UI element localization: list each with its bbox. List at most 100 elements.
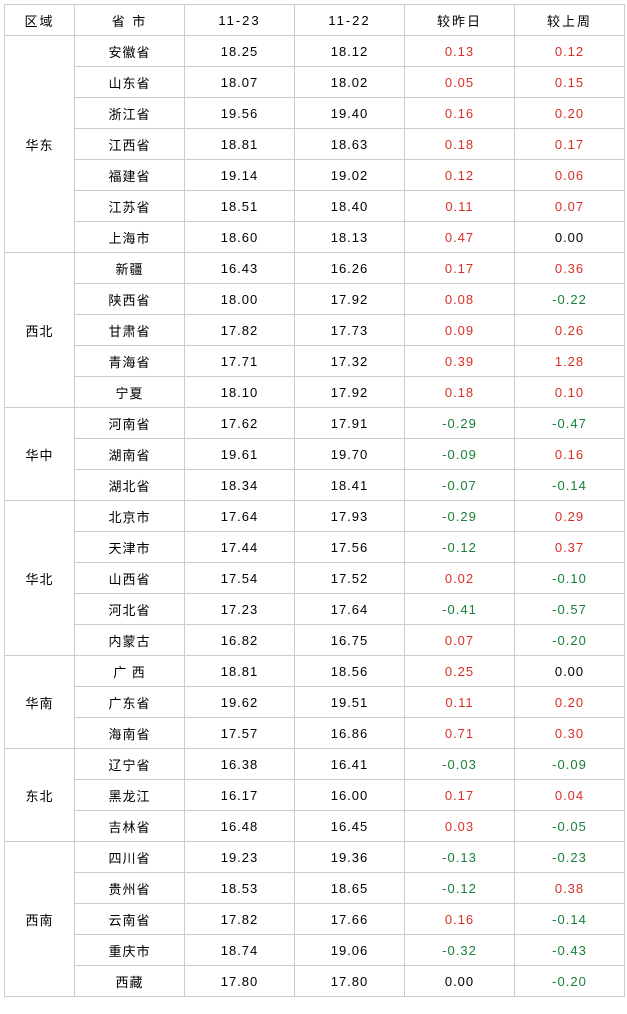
province-cell: 北京市 (75, 501, 185, 532)
value-date2: 16.45 (295, 811, 405, 842)
value-vs-lastweek: -0.05 (515, 811, 625, 842)
value-date2: 18.13 (295, 222, 405, 253)
table-row: 吉林省16.4816.450.03-0.05 (5, 811, 625, 842)
value-date2: 18.56 (295, 656, 405, 687)
value-vs-lastweek: 0.20 (515, 98, 625, 129)
value-date1: 17.71 (185, 346, 295, 377)
value-vs-yesterday: 0.02 (405, 563, 515, 594)
province-cell: 西藏 (75, 966, 185, 997)
value-vs-lastweek: 0.07 (515, 191, 625, 222)
value-vs-lastweek: 0.10 (515, 377, 625, 408)
value-vs-lastweek: -0.22 (515, 284, 625, 315)
value-vs-yesterday: -0.32 (405, 935, 515, 966)
value-date1: 18.51 (185, 191, 295, 222)
value-date1: 19.14 (185, 160, 295, 191)
price-table: 区域 省 市 11-23 11-22 较昨日 较上周 华东安徽省18.2518.… (4, 4, 625, 997)
value-vs-yesterday: 0.16 (405, 98, 515, 129)
value-date2: 17.66 (295, 904, 405, 935)
table-row: 西南四川省19.2319.36-0.13-0.23 (5, 842, 625, 873)
value-vs-lastweek: -0.20 (515, 966, 625, 997)
value-date1: 17.80 (185, 966, 295, 997)
value-vs-lastweek: -0.43 (515, 935, 625, 966)
province-cell: 黑龙江 (75, 780, 185, 811)
province-cell: 云南省 (75, 904, 185, 935)
value-vs-lastweek: 0.15 (515, 67, 625, 98)
value-vs-yesterday: 0.17 (405, 780, 515, 811)
value-date1: 19.56 (185, 98, 295, 129)
region-cell: 华北 (5, 501, 75, 656)
value-date1: 17.44 (185, 532, 295, 563)
value-vs-lastweek: 1.28 (515, 346, 625, 377)
value-vs-lastweek: 0.04 (515, 780, 625, 811)
value-date2: 18.63 (295, 129, 405, 160)
table-row: 江西省18.8118.630.180.17 (5, 129, 625, 160)
value-date2: 17.56 (295, 532, 405, 563)
province-cell: 天津市 (75, 532, 185, 563)
value-date1: 17.82 (185, 315, 295, 346)
header-date2: 11-22 (295, 5, 405, 36)
table-row: 广东省19.6219.510.110.20 (5, 687, 625, 718)
table-row: 上海市18.6018.130.470.00 (5, 222, 625, 253)
value-date1: 18.81 (185, 129, 295, 160)
value-date2: 16.75 (295, 625, 405, 656)
value-vs-yesterday: 0.47 (405, 222, 515, 253)
province-cell: 四川省 (75, 842, 185, 873)
value-date2: 18.41 (295, 470, 405, 501)
province-cell: 江苏省 (75, 191, 185, 222)
value-date2: 17.80 (295, 966, 405, 997)
province-cell: 山西省 (75, 563, 185, 594)
region-cell: 华南 (5, 656, 75, 749)
value-date1: 16.82 (185, 625, 295, 656)
value-date1: 18.53 (185, 873, 295, 904)
province-cell: 新疆 (75, 253, 185, 284)
province-cell: 广 西 (75, 656, 185, 687)
value-vs-yesterday: 0.09 (405, 315, 515, 346)
value-vs-lastweek: -0.10 (515, 563, 625, 594)
table-row: 黑龙江16.1716.000.170.04 (5, 780, 625, 811)
value-vs-lastweek: 0.12 (515, 36, 625, 67)
value-vs-lastweek: 0.17 (515, 129, 625, 160)
province-cell: 内蒙古 (75, 625, 185, 656)
table-row: 华东安徽省18.2518.120.130.12 (5, 36, 625, 67)
value-vs-yesterday: -0.09 (405, 439, 515, 470)
value-date1: 18.00 (185, 284, 295, 315)
value-date1: 16.17 (185, 780, 295, 811)
table-row: 山东省18.0718.020.050.15 (5, 67, 625, 98)
value-date1: 18.07 (185, 67, 295, 98)
value-vs-lastweek: 0.30 (515, 718, 625, 749)
value-vs-yesterday: 0.13 (405, 36, 515, 67)
value-vs-yesterday: -0.41 (405, 594, 515, 625)
value-vs-yesterday: 0.07 (405, 625, 515, 656)
value-date2: 16.26 (295, 253, 405, 284)
table-row: 重庆市18.7419.06-0.32-0.43 (5, 935, 625, 966)
value-date2: 17.93 (295, 501, 405, 532)
value-vs-yesterday: -0.13 (405, 842, 515, 873)
table-row: 云南省17.8217.660.16-0.14 (5, 904, 625, 935)
value-date1: 16.48 (185, 811, 295, 842)
province-cell: 宁夏 (75, 377, 185, 408)
province-cell: 山东省 (75, 67, 185, 98)
province-cell: 浙江省 (75, 98, 185, 129)
value-vs-lastweek: 0.00 (515, 222, 625, 253)
table-row: 华南广 西18.8118.560.250.00 (5, 656, 625, 687)
value-vs-lastweek: 0.06 (515, 160, 625, 191)
value-vs-yesterday: 0.12 (405, 160, 515, 191)
value-vs-lastweek: -0.14 (515, 470, 625, 501)
value-date2: 19.02 (295, 160, 405, 191)
province-cell: 贵州省 (75, 873, 185, 904)
table-row: 江苏省18.5118.400.110.07 (5, 191, 625, 222)
header-date1: 11-23 (185, 5, 295, 36)
header-vs-yesterday: 较昨日 (405, 5, 515, 36)
region-cell: 东北 (5, 749, 75, 842)
value-date2: 17.32 (295, 346, 405, 377)
table-row: 东北辽宁省16.3816.41-0.03-0.09 (5, 749, 625, 780)
value-date2: 16.86 (295, 718, 405, 749)
value-date2: 19.70 (295, 439, 405, 470)
value-date1: 17.82 (185, 904, 295, 935)
province-cell: 上海市 (75, 222, 185, 253)
table-row: 西北新疆16.4316.260.170.36 (5, 253, 625, 284)
value-vs-yesterday: -0.03 (405, 749, 515, 780)
value-date1: 19.62 (185, 687, 295, 718)
value-vs-lastweek: 0.38 (515, 873, 625, 904)
table-row: 河北省17.2317.64-0.41-0.57 (5, 594, 625, 625)
